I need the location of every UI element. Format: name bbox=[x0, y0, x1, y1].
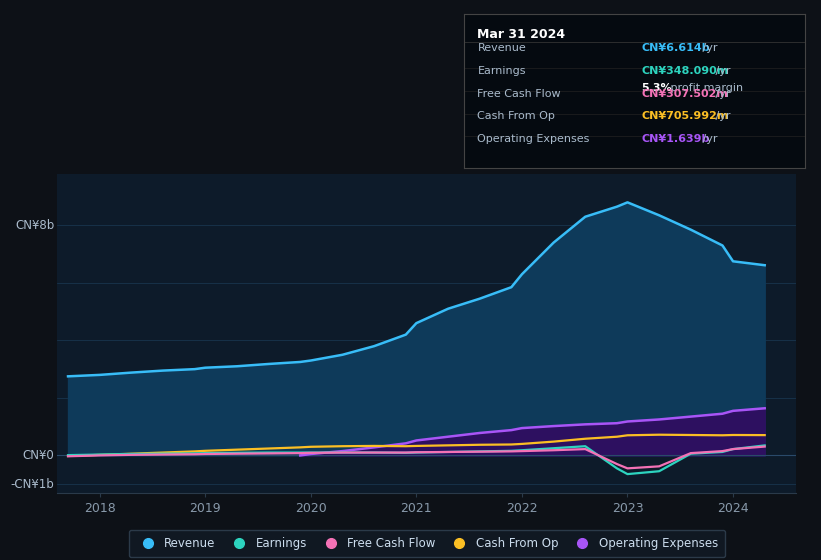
Text: 5.3%: 5.3% bbox=[641, 83, 672, 93]
Text: Revenue: Revenue bbox=[478, 43, 526, 53]
Text: Free Cash Flow: Free Cash Flow bbox=[478, 89, 561, 99]
Text: /yr: /yr bbox=[699, 134, 718, 144]
Text: CN¥6.614b: CN¥6.614b bbox=[641, 43, 709, 53]
Text: CN¥705.992m: CN¥705.992m bbox=[641, 111, 728, 120]
Text: /yr: /yr bbox=[713, 111, 731, 120]
Text: Cash From Op: Cash From Op bbox=[478, 111, 555, 120]
Text: CN¥8b: CN¥8b bbox=[16, 219, 54, 232]
Text: profit margin: profit margin bbox=[667, 83, 743, 93]
Text: /yr: /yr bbox=[713, 89, 731, 99]
Text: CN¥307.502m: CN¥307.502m bbox=[641, 89, 728, 99]
Legend: Revenue, Earnings, Free Cash Flow, Cash From Op, Operating Expenses: Revenue, Earnings, Free Cash Flow, Cash … bbox=[129, 530, 725, 557]
Text: Operating Expenses: Operating Expenses bbox=[478, 134, 589, 144]
Text: -CN¥1b: -CN¥1b bbox=[11, 478, 54, 491]
Text: Earnings: Earnings bbox=[478, 66, 526, 76]
Text: Mar 31 2024: Mar 31 2024 bbox=[478, 28, 566, 41]
Text: CN¥0: CN¥0 bbox=[23, 449, 54, 462]
Text: /yr: /yr bbox=[713, 66, 731, 76]
Text: CN¥348.090m: CN¥348.090m bbox=[641, 66, 728, 76]
Text: CN¥1.639b: CN¥1.639b bbox=[641, 134, 709, 144]
Text: /yr: /yr bbox=[699, 43, 718, 53]
